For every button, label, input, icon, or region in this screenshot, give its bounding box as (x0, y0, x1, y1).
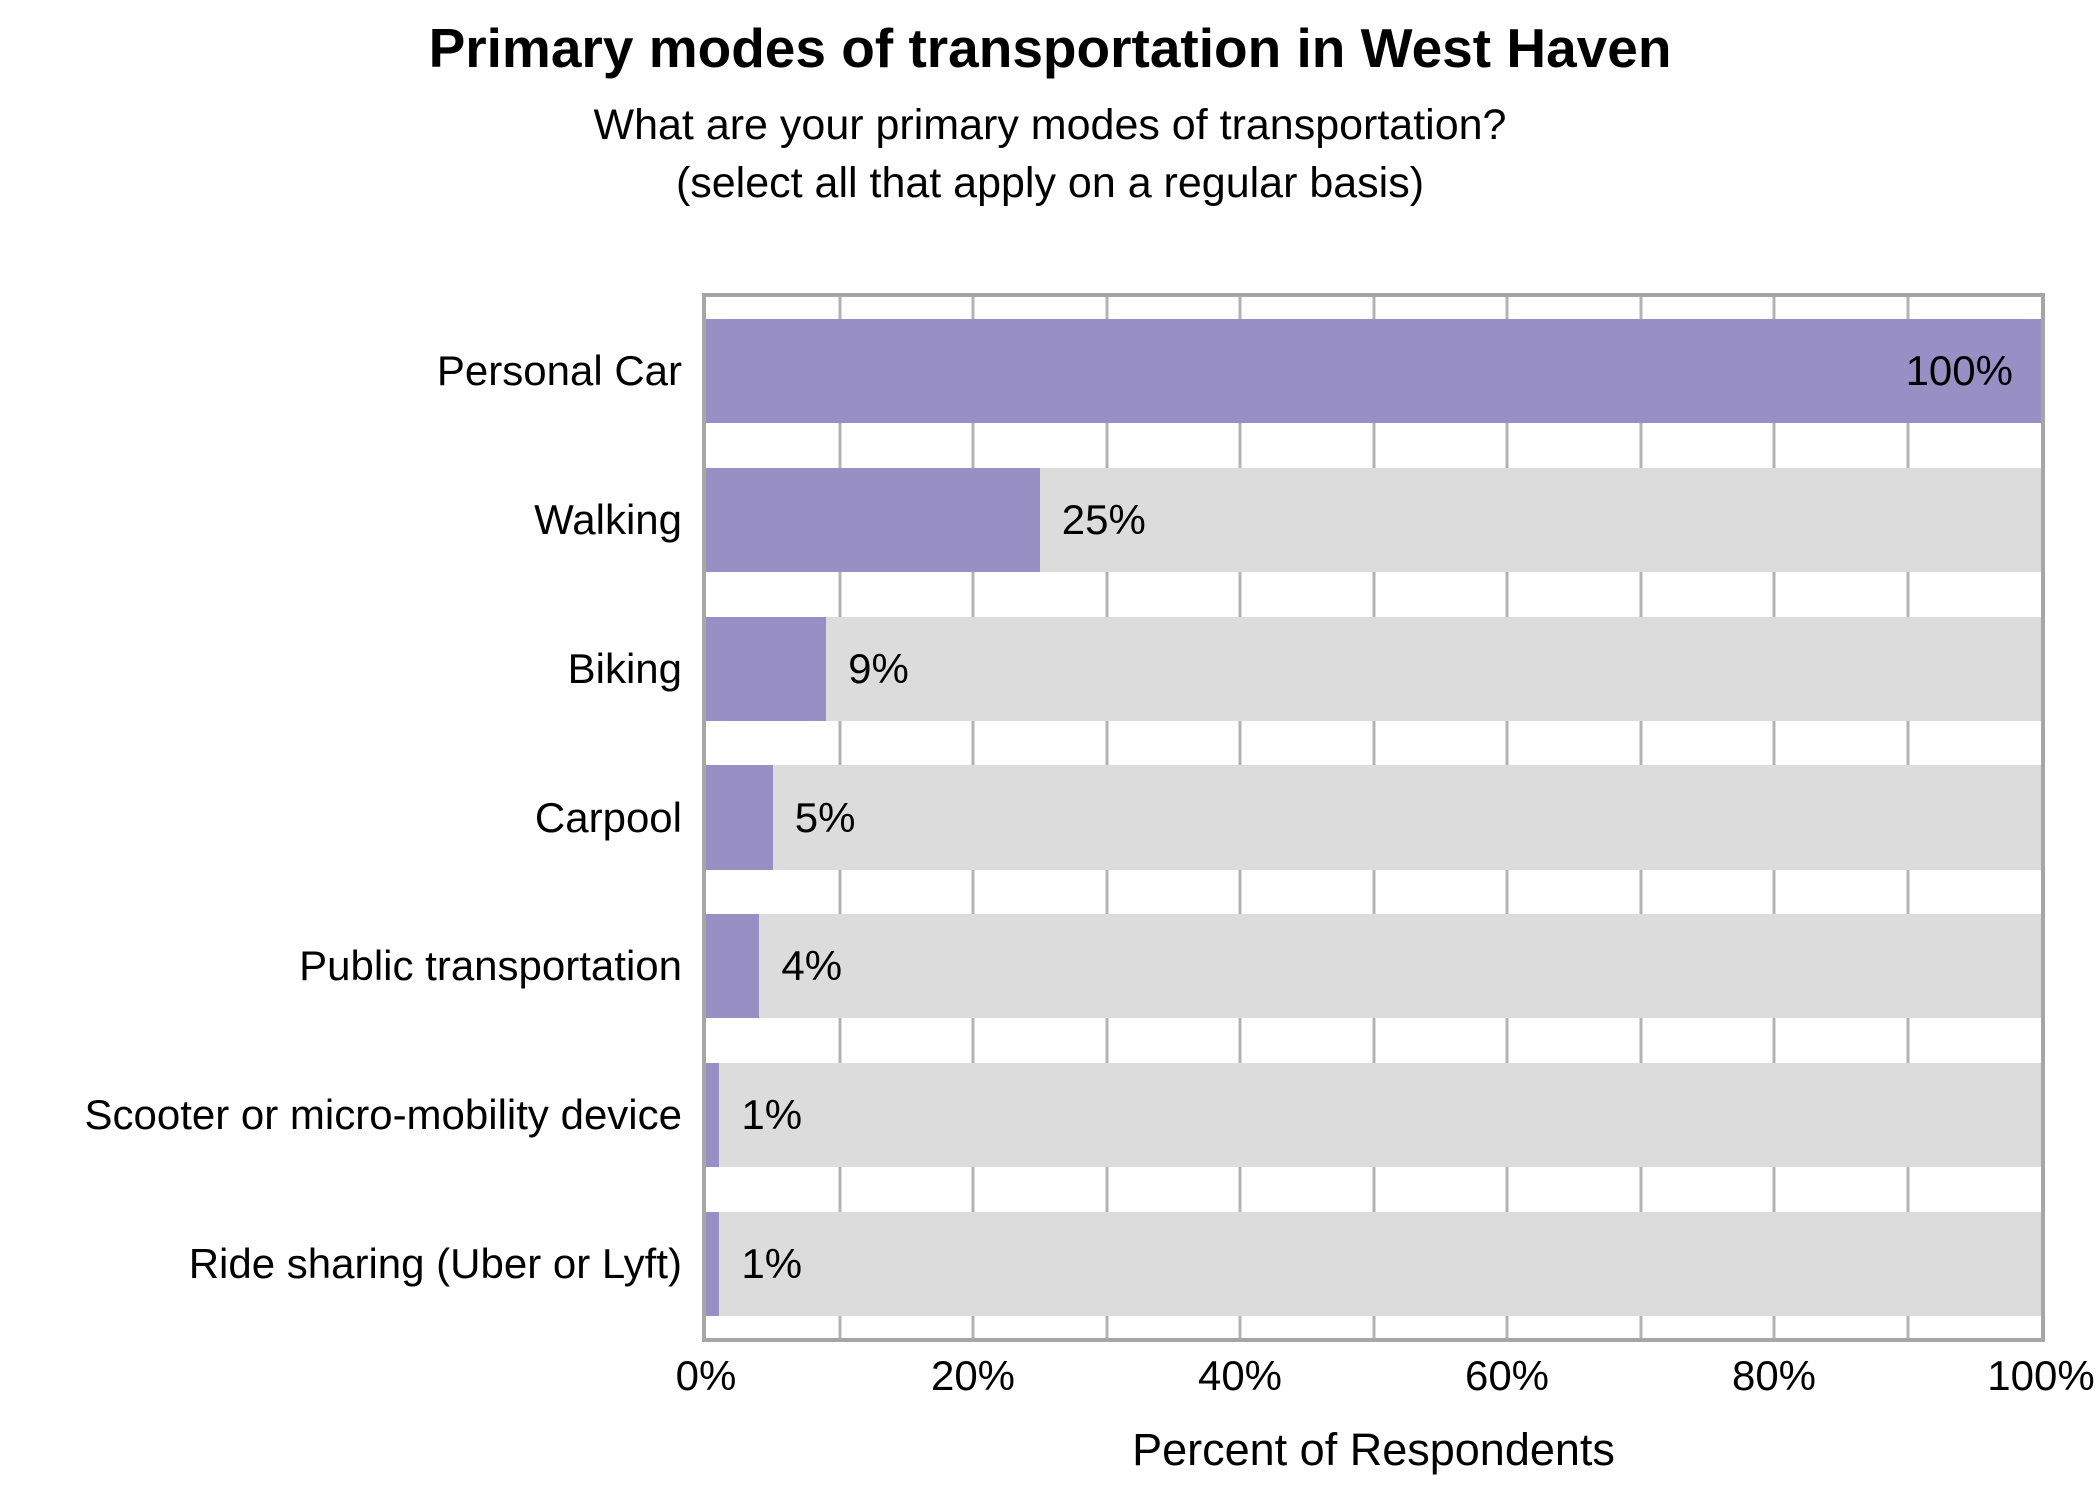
bar-track (706, 1062, 2041, 1167)
bar-track (706, 1211, 2041, 1316)
value-label-biking: 9% (848, 644, 909, 692)
bar-scooter-or-micro-mobility-device (706, 1062, 720, 1167)
x-tick-label-60: 60% (1464, 1352, 1550, 1399)
bar-public-transportation (706, 914, 760, 1019)
bar-track (706, 616, 2041, 721)
value-label-ride-sharing-uber-or-lyft: 1% (741, 1239, 803, 1287)
bar-row-public-transportation: 4% (706, 892, 2041, 1041)
bar-walking (706, 468, 1040, 573)
y-axis-label-ride-sharing-uber-or-lyft: Ride sharing (Uber or Lyft) (188, 1239, 682, 1287)
x-tick-label-0: 0% (675, 1352, 737, 1399)
x-axis-title: Percent of Respondents (1132, 1424, 1615, 1475)
value-label-personal-car: 100% (1905, 347, 2013, 395)
bar-row-biking: 9% (706, 594, 2041, 743)
bar-row-carpool: 5% (706, 743, 2041, 892)
x-axis-ticks: 0% 20% 40% 60% 80% 100% (676, 1352, 2095, 1404)
y-axis-label-carpool: Carpool (534, 793, 682, 841)
chart-subtitle-line2: (select all that apply on a regular basi… (675, 159, 1425, 207)
y-axis-labels: Personal Car Walking Biking Carpool Public t… (0, 297, 682, 1338)
bar-biking (706, 616, 827, 721)
y-axis-label-biking: Biking (567, 644, 682, 692)
bar-row-scooter-or-micro-mobility-device: 1% (706, 1041, 2041, 1190)
y-axis-label-scooter-or-micro-mobility-device: Scooter or micro-mobility device (84, 1090, 682, 1138)
bar-track (706, 914, 2041, 1019)
bar-track (706, 765, 2041, 870)
bar-row-ride-sharing-uber-or-lyft: 1% (706, 1189, 2041, 1338)
bar-row-walking: 25% (706, 446, 2041, 595)
x-tick-label-40: 40% (1197, 1352, 1283, 1399)
plot-area: 100% 25% 9% 5% 4% 1% 1% (702, 293, 2045, 1342)
value-label-carpool: 5% (794, 793, 856, 841)
x-tick-label-100: 100% (1987, 1352, 2095, 1399)
y-axis-label-public-transportation: Public transportation (299, 942, 682, 990)
bar-ride-sharing-uber-or-lyft (706, 1211, 720, 1316)
bar-row-personal-car: 100% (706, 297, 2041, 446)
bar-carpool (706, 765, 773, 870)
chart-subtitle: What are your primary modes of transport… (0, 96, 2100, 212)
y-axis-label-personal-car: Personal Car (436, 347, 682, 395)
y-axis-label-walking: Walking (534, 496, 682, 544)
chart-title: Primary modes of transportation in West … (428, 17, 1672, 79)
x-tick-label-80: 80% (1731, 1352, 1817, 1399)
value-label-public-transportation: 4% (781, 942, 843, 990)
value-label-scooter-or-micro-mobility-device: 1% (741, 1090, 803, 1138)
value-label-walking: 25% (1061, 496, 1146, 544)
bar-personal-car (706, 319, 2041, 424)
chart-subtitle-line1: What are your primary modes of transport… (593, 101, 1507, 149)
x-tick-label-20: 20% (930, 1352, 1016, 1399)
bar-rows: 100% 25% 9% 5% 4% 1% 1% (706, 297, 2041, 1338)
